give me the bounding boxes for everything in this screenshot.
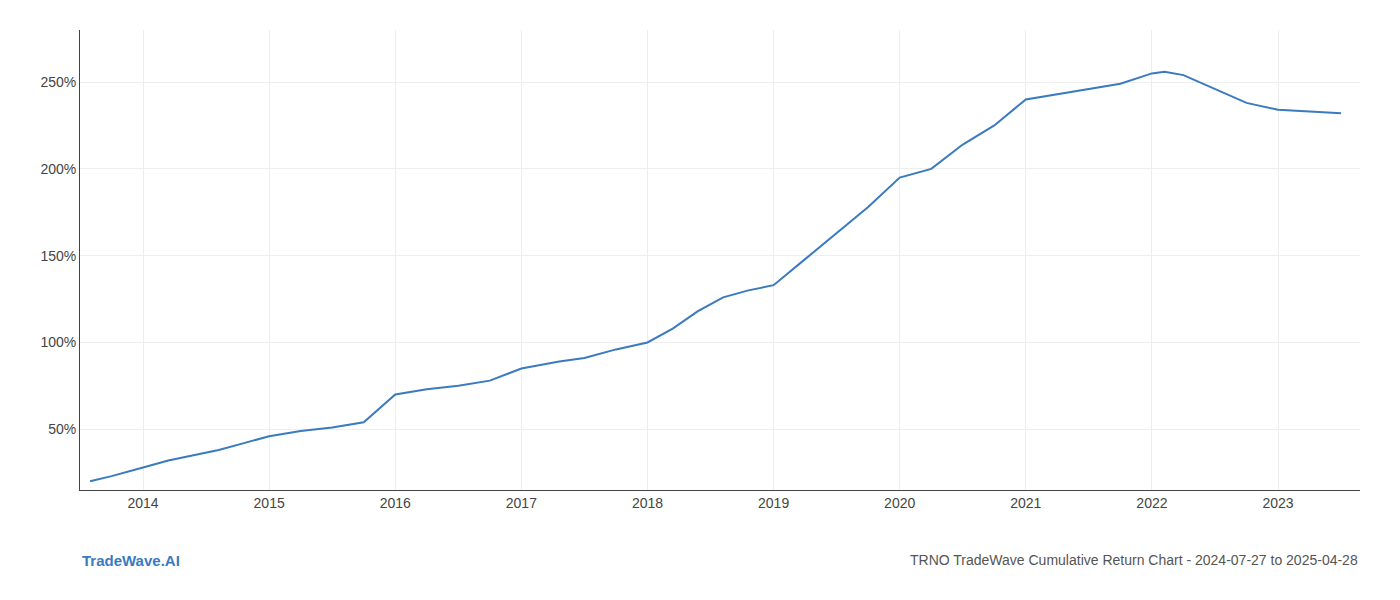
svg-text:2023: 2023 bbox=[1262, 495, 1293, 511]
svg-text:2017: 2017 bbox=[506, 495, 537, 511]
svg-text:2016: 2016 bbox=[380, 495, 411, 511]
svg-text:2014: 2014 bbox=[127, 495, 158, 511]
svg-text:2018: 2018 bbox=[632, 495, 663, 511]
svg-text:TRNO TradeWave Cumulative Retu: TRNO TradeWave Cumulative Return Chart -… bbox=[910, 552, 1358, 568]
svg-text:2021: 2021 bbox=[1010, 495, 1041, 511]
svg-text:250%: 250% bbox=[40, 74, 76, 90]
svg-text:200%: 200% bbox=[40, 161, 76, 177]
svg-text:50%: 50% bbox=[48, 421, 76, 437]
svg-text:2015: 2015 bbox=[254, 495, 285, 511]
svg-text:TradeWave.AI: TradeWave.AI bbox=[82, 552, 180, 569]
svg-text:100%: 100% bbox=[40, 334, 76, 350]
svg-text:150%: 150% bbox=[40, 248, 76, 264]
svg-text:2019: 2019 bbox=[758, 495, 789, 511]
svg-text:2022: 2022 bbox=[1136, 495, 1167, 511]
svg-text:2020: 2020 bbox=[884, 495, 915, 511]
